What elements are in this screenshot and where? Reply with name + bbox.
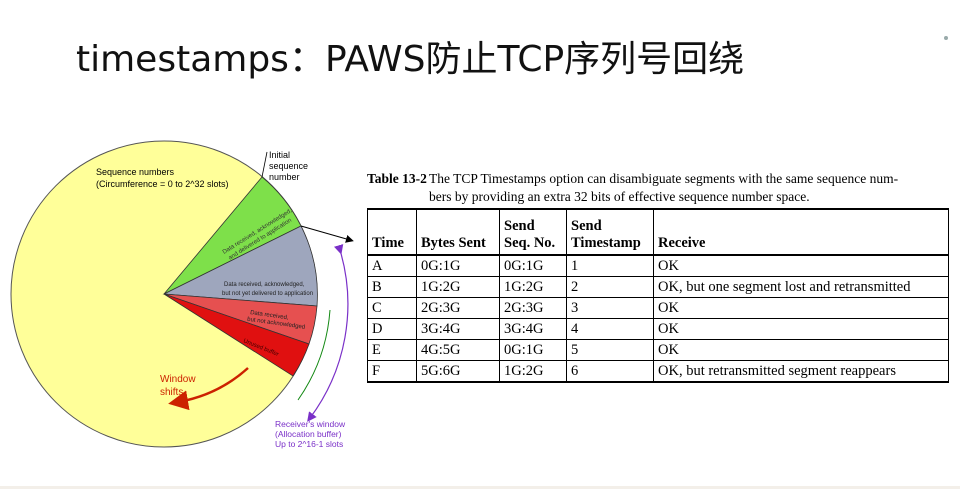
cell-seq: 2G:3G [499, 297, 567, 319]
cell-receive: OK, but one segment lost and retransmitt… [653, 276, 949, 298]
cell-seq: 1G:2G [499, 360, 567, 382]
caption-number: Table 13-2 [367, 171, 427, 186]
footer-band [0, 486, 960, 489]
header-bytes: Bytes Sent [416, 208, 500, 256]
table-header-row: Time Bytes Sent Send Seq. No. Send Timesta… [367, 208, 949, 256]
cell-time: C [367, 297, 417, 319]
header-receive: Receive [653, 208, 949, 256]
window-green-arc [297, 309, 331, 401]
table-row: B 1G:2G 1G:2G 2 OK, but one segment lost… [367, 276, 949, 298]
cell-time: F [367, 360, 417, 382]
cell-time: D [367, 318, 417, 340]
header-time: Time [367, 208, 417, 256]
cell-time: A [367, 254, 417, 277]
slide-title: timestamps：PAWS防止TCP序列号回绕 [76, 39, 745, 80]
caption-line-1: The TCP Timestamps option can disambigua… [429, 171, 899, 186]
cell-bytes: 2G:3G [416, 297, 500, 319]
table-row: C 2G:3G 2G:3G 3 OK [367, 297, 949, 319]
gray-label-1: Data received, acknowledged, [224, 282, 305, 288]
cell-bytes: 3G:4G [416, 318, 500, 340]
seq-label-2: (Circumference = 0 to 2^32 slots) [96, 179, 229, 189]
cell-timestamp: 6 [566, 360, 654, 382]
sequence-number-diagram: Sequence numbers (Circumference = 0 to 2… [10, 140, 354, 449]
corner-dot [944, 36, 948, 40]
cell-time: E [367, 339, 417, 361]
table-row: D 3G:4G 3G:4G 4 OK [367, 318, 949, 340]
table-row: F 5G:6G 1G:2G 6 OK, but retransmitted se… [367, 360, 949, 382]
red-label-1: Data received, [250, 310, 289, 321]
cell-receive: OK [653, 297, 949, 319]
initial-label-3: number [269, 172, 300, 182]
cell-timestamp: 2 [566, 276, 654, 298]
initial-pointer [261, 151, 268, 178]
cell-bytes: 0G:1G [416, 254, 500, 277]
gray-label-2: but not yet delivered to application [222, 291, 313, 297]
cell-timestamp: 1 [566, 254, 654, 277]
window-shift-arrow [168, 367, 249, 411]
cell-receive: OK [653, 318, 949, 340]
window-label-1: Window [160, 374, 196, 385]
cell-seq: 3G:4G [499, 318, 567, 340]
cell-timestamp: 4 [566, 318, 654, 340]
cell-bytes: 4G:5G [416, 339, 500, 361]
recv-label-2: (Allocation buffer) [275, 429, 342, 439]
cell-seq: 0G:1G [499, 254, 567, 277]
timestamps-table: Time Bytes Sent Send Seq. No. Send Timesta… [367, 208, 949, 383]
window-top-pointer [300, 225, 354, 243]
caption-line-2: bers by providing an extra 32 bits of ef… [429, 189, 810, 204]
cell-bytes: 5G:6G [416, 360, 500, 382]
recv-label-3: Up to 2^16-1 slots [275, 439, 343, 449]
cell-time: B [367, 276, 417, 298]
cell-bytes: 1G:2G [416, 276, 500, 298]
initial-label-2: sequence [269, 161, 308, 171]
header-seq: Send Seq. No. [499, 208, 567, 256]
table-row: E 4G:5G 0G:1G 5 OK [367, 339, 949, 361]
header-timestamp: Send Timestamp [566, 208, 654, 256]
initial-label-1: Initial [269, 150, 290, 160]
cell-receive: OK [653, 254, 949, 277]
cell-seq: 0G:1G [499, 339, 567, 361]
seq-label-1: Sequence numbers [96, 167, 175, 177]
table-row: A 0G:1G 0G:1G 1 OK [367, 254, 949, 277]
window-label-2: shifts [160, 387, 183, 398]
cell-receive: OK [653, 339, 949, 361]
cell-timestamp: 3 [566, 297, 654, 319]
cell-seq: 1G:2G [499, 276, 567, 298]
table-caption: Table 13-2 The TCP Timestamps option can … [367, 170, 952, 206]
recv-label-1: Receiver's window [275, 419, 346, 429]
receiver-window-arc [307, 244, 349, 422]
cell-receive: OK, but retransmitted segment reappears [653, 360, 949, 382]
cell-timestamp: 5 [566, 339, 654, 361]
